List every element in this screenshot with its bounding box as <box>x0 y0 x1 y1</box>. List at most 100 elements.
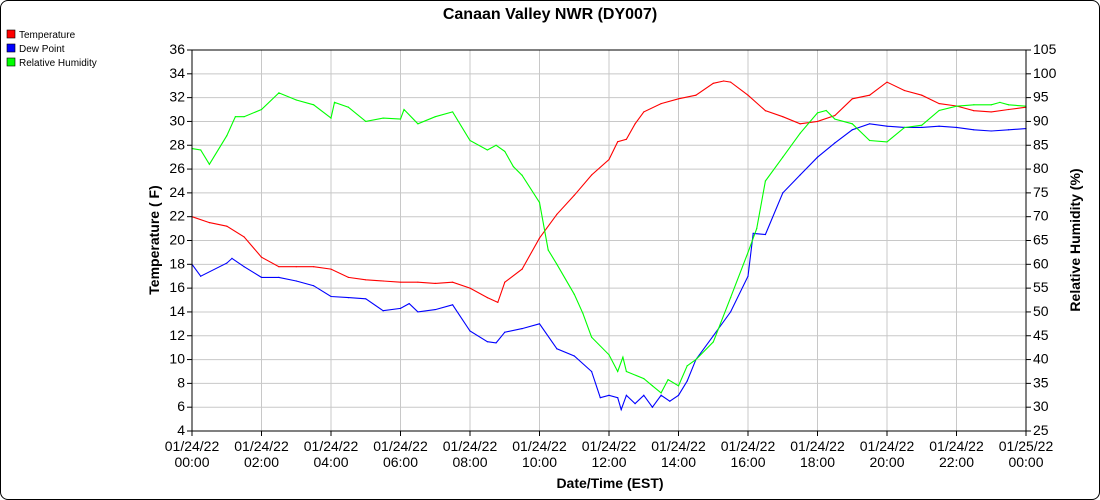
y-tick-label: 34 <box>169 65 185 81</box>
data-point <box>651 406 654 408</box>
x-tick-time: 08:00 <box>452 454 487 470</box>
data-point <box>608 158 610 161</box>
y2-tick-label: 25 <box>1033 422 1049 438</box>
data-point <box>313 285 315 287</box>
data-point <box>330 268 332 270</box>
data-point <box>782 116 784 118</box>
data-point <box>403 108 405 111</box>
data-point <box>886 81 888 83</box>
data-point <box>495 144 497 146</box>
data-point <box>591 336 593 338</box>
x-tick-date: 01/25/22 <box>999 438 1054 454</box>
y-tick-label: 30 <box>169 112 185 128</box>
data-point <box>695 94 697 96</box>
x-tick-date: 01/24/22 <box>443 438 498 454</box>
data-point <box>695 358 697 361</box>
data-point <box>243 236 245 238</box>
x-tick-time: 18:00 <box>800 454 835 470</box>
data-point <box>799 132 801 134</box>
data-point <box>869 94 871 96</box>
data-point <box>260 256 263 258</box>
data-point <box>243 116 245 118</box>
data-point <box>990 130 992 132</box>
x-tick-time: 14:00 <box>661 454 696 470</box>
data-point <box>556 348 558 350</box>
data-point <box>816 156 819 158</box>
x-tick-date: 01/24/22 <box>304 438 359 454</box>
x-tick-time: 00:00 <box>174 454 209 470</box>
data-point <box>547 249 549 251</box>
x-tick-time: 16:00 <box>730 454 765 470</box>
data-point <box>497 301 499 304</box>
x-tick-date: 01/24/22 <box>651 438 706 454</box>
y2-tick-label: 75 <box>1033 184 1049 200</box>
data-point <box>625 138 627 140</box>
data-point <box>347 276 349 279</box>
data-point <box>278 266 280 268</box>
y2-tick-label: 45 <box>1033 327 1049 343</box>
data-point <box>634 123 636 125</box>
data-point <box>643 394 645 396</box>
data-point <box>486 149 488 151</box>
data-point <box>434 282 436 284</box>
data-point <box>816 112 819 114</box>
data-point <box>200 275 202 277</box>
data-point <box>365 298 367 300</box>
data-point <box>643 378 645 380</box>
data-point <box>617 397 619 399</box>
y2-tick-label: 40 <box>1033 351 1049 367</box>
data-point <box>825 109 827 112</box>
data-point <box>921 94 923 96</box>
x-tick-time: 20:00 <box>869 454 904 470</box>
data-point <box>295 280 297 282</box>
data-point <box>667 378 669 381</box>
data-point <box>764 110 766 112</box>
data-point <box>333 101 336 103</box>
data-point <box>747 94 749 96</box>
y-tick-label: 22 <box>169 208 185 224</box>
data-point <box>556 263 558 265</box>
data-point <box>495 342 497 344</box>
y-tick-label: 26 <box>169 160 185 176</box>
data-point <box>869 139 871 142</box>
data-point <box>799 174 801 176</box>
data-point <box>625 394 627 396</box>
data-point <box>730 297 732 299</box>
data-point <box>938 109 940 112</box>
data-point <box>677 98 680 100</box>
data-point <box>504 331 506 333</box>
data-point <box>504 150 506 153</box>
y2-tick-label: 90 <box>1033 112 1049 128</box>
data-point <box>747 275 749 277</box>
data-point <box>486 297 488 299</box>
data-point <box>973 104 975 106</box>
y2-tick-label: 105 <box>1033 41 1057 57</box>
data-point <box>208 163 210 165</box>
data-point <box>990 104 992 106</box>
data-point <box>608 354 610 356</box>
data-point <box>434 116 436 118</box>
x-tick-time: 10:00 <box>522 454 557 470</box>
y-tick-label: 8 <box>177 374 185 390</box>
data-point <box>521 328 523 330</box>
data-point <box>1008 104 1010 106</box>
y2-tick-label: 70 <box>1033 208 1049 224</box>
y-tick-label: 36 <box>169 41 185 57</box>
legend-swatch <box>6 57 16 67</box>
data-point <box>782 192 784 194</box>
data-point <box>617 141 619 143</box>
x-tick-date: 01/24/22 <box>165 438 220 454</box>
data-point <box>504 281 506 283</box>
series-lines <box>191 80 1027 412</box>
data-point <box>903 89 905 92</box>
y-tick-label: 18 <box>169 255 185 271</box>
data-point <box>608 394 610 396</box>
data-point <box>973 110 975 112</box>
data-point <box>521 174 523 176</box>
data-point <box>408 303 410 305</box>
y-tick-label: 6 <box>177 398 185 414</box>
data-point <box>512 166 515 168</box>
data-point <box>999 101 1001 103</box>
data-point <box>686 380 688 382</box>
